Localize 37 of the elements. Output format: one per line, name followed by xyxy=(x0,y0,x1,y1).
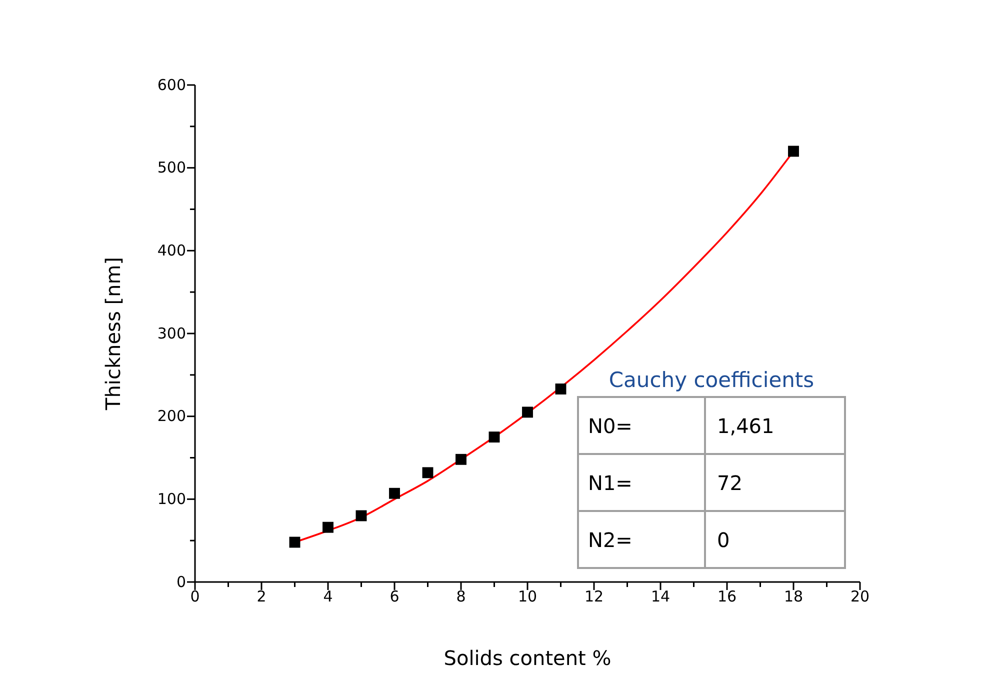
point xyxy=(522,406,533,418)
x-tick-label: 20 xyxy=(850,588,870,606)
x-tick-label: 8 xyxy=(456,588,466,606)
y-tick-label: 400 xyxy=(157,241,186,260)
x-tick-label: 10 xyxy=(518,588,538,606)
point xyxy=(289,536,300,548)
point xyxy=(788,146,799,157)
x-axis-title: Solids content % xyxy=(444,646,612,670)
x-tick-label: 0 xyxy=(190,588,200,606)
point xyxy=(555,384,566,394)
y-tick-label: 0 xyxy=(176,572,186,591)
annotation: Cauchy coefficients xyxy=(608,368,814,392)
x-tick-label: 16 xyxy=(717,588,737,606)
annotation: 72 xyxy=(717,471,742,495)
annotation: N0= xyxy=(588,414,632,438)
point xyxy=(488,432,500,443)
x-tick-label: 14 xyxy=(650,588,670,606)
y-axis-title: Thickness [nm] xyxy=(101,257,125,411)
y-tick-label: 600 xyxy=(157,76,186,94)
point xyxy=(356,510,367,522)
x-tick-label: 2 xyxy=(256,588,266,606)
y-tick-label: 300 xyxy=(157,324,186,342)
y-tick-label: 500 xyxy=(157,158,186,177)
annotation: 0 xyxy=(717,528,730,552)
y-tick-label: 100 xyxy=(157,490,186,508)
annotation: N1= xyxy=(588,471,632,495)
x-tick-label: 4 xyxy=(323,588,333,606)
point xyxy=(322,522,334,533)
point xyxy=(422,467,434,478)
annotation: 1,461 xyxy=(717,414,774,438)
x-tick-label: 12 xyxy=(584,588,604,606)
annotation: N2= xyxy=(588,528,632,552)
point xyxy=(456,454,466,465)
y-tick-label: 200 xyxy=(157,407,186,426)
x-tick-label: 18 xyxy=(784,588,804,606)
point xyxy=(389,488,400,499)
x-tick-label: 6 xyxy=(390,588,400,606)
